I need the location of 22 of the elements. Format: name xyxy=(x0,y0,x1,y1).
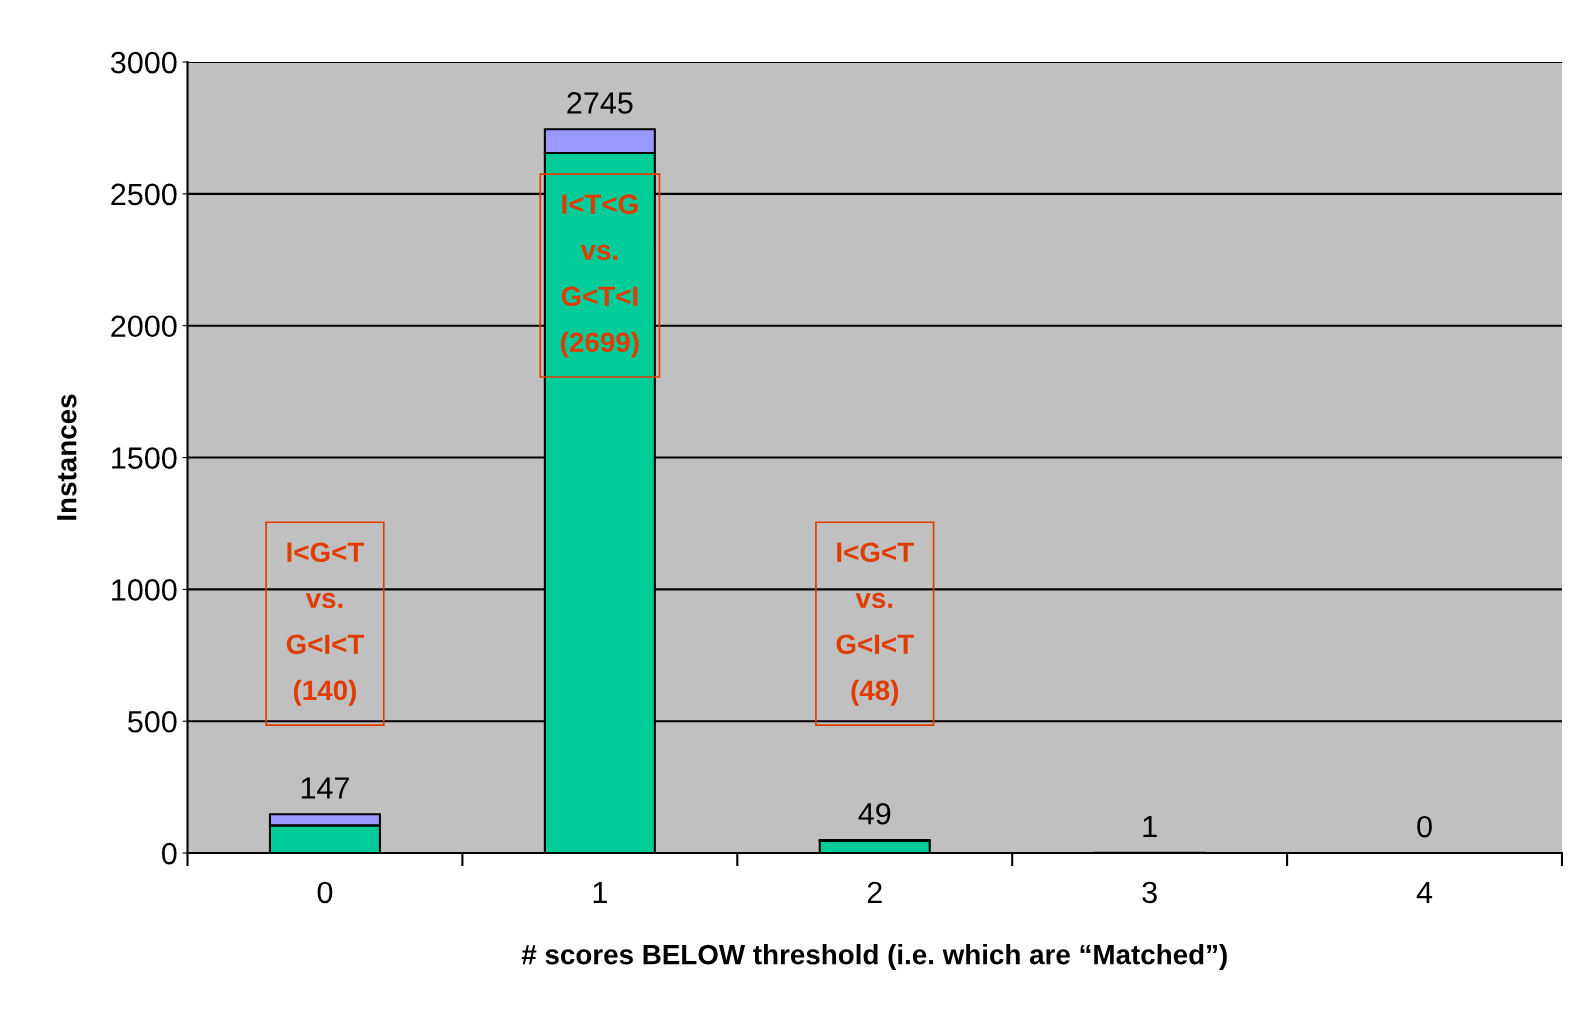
x-tick-label: 1 xyxy=(593,881,607,903)
x-axis-title: # scores BELOW threshold (i.e. which are “Matched”) xyxy=(521,944,1227,970)
annotation: I<G<T vs. G<I<T (48) xyxy=(836,542,914,706)
x-tick-label: 3 xyxy=(1142,881,1157,904)
y-tick-label: 500 xyxy=(128,710,177,733)
y-tick-label: 0 xyxy=(161,842,177,865)
total-label: 49 xyxy=(858,802,891,825)
total-label: 147 xyxy=(301,777,349,799)
x-tick-label: 4 xyxy=(1416,881,1433,903)
y-tick-label: 1500 xyxy=(112,447,177,469)
y-tick-label: 1000 xyxy=(112,579,177,601)
annotation: I<T<G vs. G<T<I (2699) xyxy=(561,194,639,358)
total-label: 0 xyxy=(1417,815,1432,838)
y-tick-label: 2000 xyxy=(111,315,177,338)
x-tick-label: 2 xyxy=(867,881,882,903)
annotation: I<G<T vs. G<I<T (140) xyxy=(286,542,365,706)
y-tick-label: 2500 xyxy=(111,183,177,206)
total-label: 2745 xyxy=(567,92,633,114)
x-tick-label: 0 xyxy=(317,881,333,904)
y-axis-title: Instances xyxy=(57,394,77,520)
y-tick-label: 3000 xyxy=(110,51,177,74)
total-label: 1 xyxy=(1143,815,1157,837)
